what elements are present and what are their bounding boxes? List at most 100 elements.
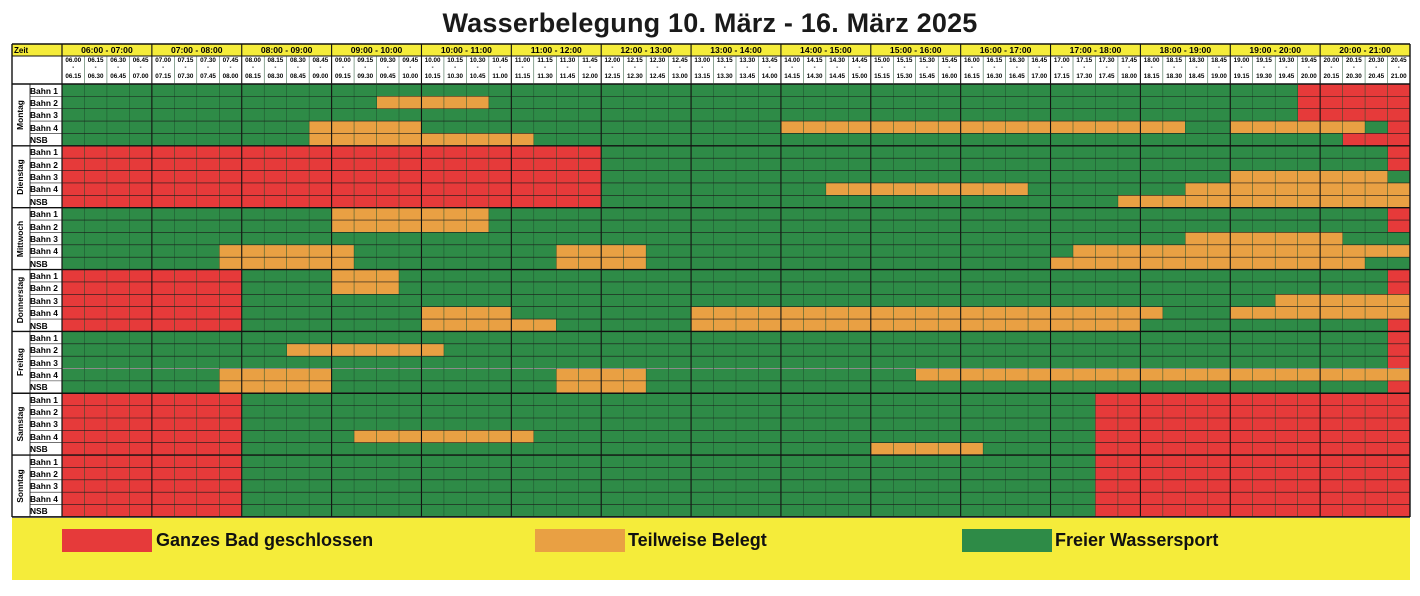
slot-end: 11.00 <box>492 73 508 80</box>
slot-end: 07.30 <box>177 73 194 80</box>
slot-dash: - <box>1375 65 1378 71</box>
hour-header: 14:00 - 15:00 <box>800 44 852 55</box>
slot-dash: - <box>993 65 996 71</box>
slot-start: 10.45 <box>492 57 508 64</box>
slot-start: 12.00 <box>604 57 621 64</box>
slot-end: 16.15 <box>964 73 980 80</box>
slot-dash: - <box>386 65 389 71</box>
slot-dash: - <box>858 65 861 71</box>
slot-start: 12.30 <box>649 57 666 64</box>
schedule-cell <box>601 158 1388 171</box>
lane-label: Bahn 4 <box>30 184 58 195</box>
slot-dash: - <box>296 65 299 71</box>
schedule-cell <box>309 121 422 134</box>
slot-end: 13.45 <box>739 73 756 80</box>
schedule-cell <box>62 244 220 258</box>
lane-label: Bahn 1 <box>30 271 58 282</box>
schedule-cell <box>331 281 399 295</box>
slot-start: 08.45 <box>312 57 329 64</box>
schedule-cell <box>62 108 1298 122</box>
schedule-cell <box>1387 331 1410 344</box>
slot-dash: - <box>948 65 951 71</box>
hour-header: 07:00 - 08:00 <box>170 44 223 55</box>
slot-dash: - <box>521 65 524 71</box>
slot-dash: - <box>476 65 479 71</box>
slot-dash: - <box>588 65 591 71</box>
slot-start: 13.00 <box>694 57 711 64</box>
slot-end: 12.45 <box>649 73 666 80</box>
slot-end: 11.30 <box>537 73 553 80</box>
slot-end: 19.00 <box>1211 73 1227 80</box>
hour-header: 11:00 - 12:00 <box>530 44 582 55</box>
hour-header: 17:00 - 18:00 <box>1069 44 1122 55</box>
lane-label: NSB <box>30 444 48 455</box>
slot-dash: - <box>162 65 165 71</box>
schedule-cell <box>825 182 1029 196</box>
slot-start: 18.30 <box>1188 57 1205 64</box>
slot-end: 21.00 <box>1390 73 1407 80</box>
schedule-cell <box>1387 170 1410 183</box>
slot-end: 10.00 <box>402 73 419 80</box>
lane-label: Bahn 2 <box>30 468 58 479</box>
hour-header: 19:00 - 20:00 <box>1249 44 1301 55</box>
lane-label: Bahn 1 <box>30 209 58 220</box>
slot-start: 19.30 <box>1278 57 1295 64</box>
slot-end: 09.15 <box>334 73 351 80</box>
schedule-cell <box>691 306 1163 320</box>
slot-dash: - <box>1150 65 1153 71</box>
schedule-cell <box>1117 195 1410 208</box>
slot-start: 11.45 <box>582 57 598 64</box>
slot-start: 06.15 <box>87 57 104 64</box>
slot-dash: - <box>723 65 726 71</box>
hour-header: 18:00 - 19:00 <box>1159 44 1212 55</box>
slot-dash: - <box>499 65 502 71</box>
lane-label: Bahn 3 <box>30 481 58 492</box>
slot-start: 14.30 <box>829 57 845 64</box>
schedule-cell <box>1387 145 1410 159</box>
slot-dash: - <box>791 65 794 71</box>
slot-dash: - <box>72 65 75 71</box>
slot-dash: - <box>701 65 704 71</box>
slot-start: 15.45 <box>941 57 958 64</box>
slot-dash: - <box>409 65 412 71</box>
hour-header: 10:00 - 11:00 <box>440 44 492 55</box>
legend-band <box>12 517 1410 580</box>
schedule-cell <box>62 84 1298 97</box>
slot-dash: - <box>1105 65 1108 71</box>
schedule-cell <box>62 380 220 394</box>
slot-end: 15.00 <box>851 73 868 80</box>
schedule-cell <box>1387 220 1410 233</box>
slot-dash: - <box>207 65 210 71</box>
slot-end: 11.45 <box>559 73 576 80</box>
slot-end: 07.15 <box>155 73 171 80</box>
schedule-cell <box>1028 182 1186 196</box>
slot-dash: - <box>229 65 232 71</box>
lane-label: NSB <box>30 382 48 393</box>
schedule-cell <box>62 121 310 134</box>
slot-dash: - <box>544 65 547 71</box>
slot-start: 18.45 <box>1211 57 1227 64</box>
slot-start: 10.00 <box>424 57 441 64</box>
slot-dash: - <box>1397 65 1400 71</box>
lane-label: Bahn 1 <box>30 332 58 343</box>
slot-start: 19.45 <box>1301 57 1317 64</box>
schedule-cell <box>1387 343 1410 357</box>
slot-start: 20.45 <box>1390 57 1407 64</box>
schedule-cell <box>1387 281 1410 295</box>
schedule-cell <box>62 331 1388 344</box>
slot-dash: - <box>251 65 254 71</box>
lane-label: Bahn 2 <box>30 407 58 418</box>
slot-dash: - <box>364 65 367 71</box>
slot-dash: - <box>768 65 771 71</box>
slot-dash: - <box>656 65 659 71</box>
slot-start: 13.45 <box>761 57 778 64</box>
schedule-cell <box>1387 319 1410 332</box>
slot-dash: - <box>1128 65 1131 71</box>
slot-start: 11.00 <box>514 57 531 64</box>
slot-dash: - <box>678 65 681 71</box>
schedule-cell <box>1230 170 1388 183</box>
slot-end: 10.15 <box>424 73 441 80</box>
lane-label: Bahn 4 <box>30 493 58 504</box>
slot-end: 08.00 <box>222 73 239 80</box>
schedule-cell <box>1342 232 1410 245</box>
